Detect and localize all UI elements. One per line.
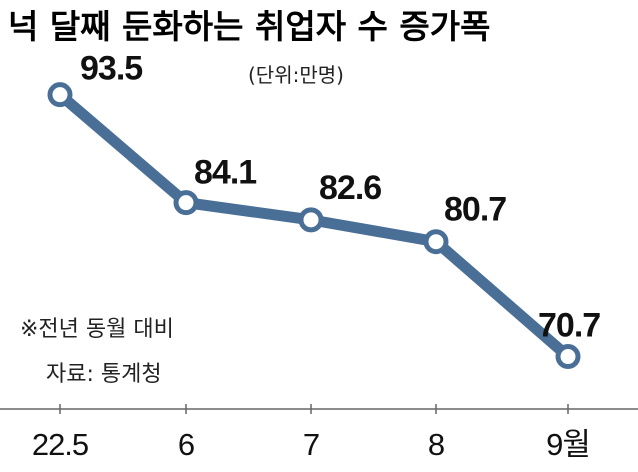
- note-source: 자료: 통계청: [46, 362, 162, 387]
- x-tick-label: 7: [303, 427, 319, 462]
- x-tick-label: 6: [178, 427, 194, 462]
- x-tick-label: 22.5: [32, 427, 88, 462]
- data-label: 84.1: [194, 154, 256, 192]
- x-tick-label: 8: [428, 427, 444, 462]
- note-yoy: ※전년 동월 대비: [20, 317, 174, 342]
- chart-title: 넉 달째 둔화하는 취업자 수 증가폭: [8, 7, 490, 46]
- data-label: 70.7: [538, 307, 600, 345]
- series-layer: 93.5 84.1 82.6 80.7 70.7: [47, 50, 601, 370]
- x-tick-label: 9월: [546, 427, 590, 462]
- x-axis-ticks: 22.5 6 7 8 9월: [32, 404, 591, 462]
- data-label: 80.7: [444, 191, 506, 229]
- data-point: [47, 82, 73, 108]
- data-point: [298, 207, 324, 233]
- data-point: [173, 190, 199, 216]
- data-point: [555, 344, 581, 370]
- data-point: [423, 229, 449, 255]
- unit-label: (단위:만명): [248, 63, 344, 87]
- data-label: 82.6: [319, 169, 381, 207]
- data-label: 93.5: [80, 50, 142, 88]
